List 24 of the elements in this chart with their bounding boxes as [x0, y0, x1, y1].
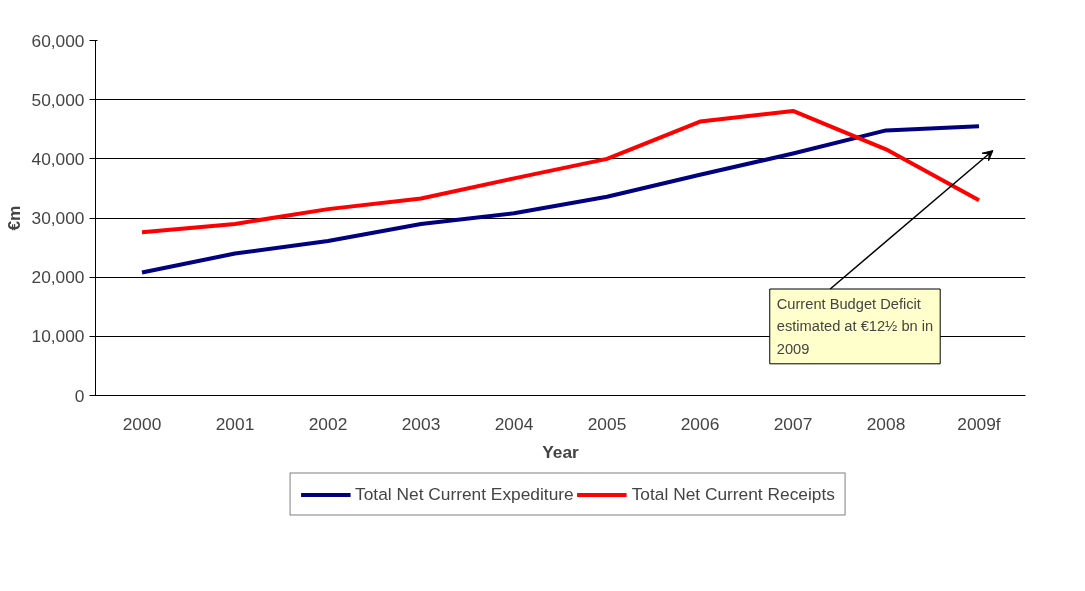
x-tick-label: 2006: [680, 413, 720, 434]
x-tick-label: 2004: [494, 413, 534, 434]
x-tick-label: 2009f: [957, 413, 1001, 434]
x-tick-label: 2003: [401, 413, 441, 434]
line-series: [140, 108, 981, 235]
x-tick-label: 2000: [122, 413, 162, 434]
y-tick-label: 50,000: [31, 89, 85, 110]
x-tick-label: 2007: [773, 413, 813, 434]
legend-label: Total Net Current Expediture: [355, 483, 574, 505]
y-axis-title: €m: [3, 205, 24, 231]
annotation: Current Budget Deficit estimated at €12½ bn in 2009: [776, 296, 934, 357]
x-tick-label: 2002: [308, 413, 348, 434]
x-axis-title: Year: [542, 441, 580, 462]
x-tick-label: 2001: [215, 413, 255, 434]
legend-label: Total Net Current Receipts: [631, 483, 835, 505]
y-tick-label: 10,000: [31, 326, 85, 347]
y-tick-label: 0: [74, 385, 85, 406]
line-series: [140, 124, 981, 275]
y-tick-label: 60,000: [31, 30, 85, 51]
y-tick-label: 40,000: [31, 148, 85, 169]
x-tick-label: 2005: [587, 413, 627, 434]
y-tick-label: 30,000: [31, 208, 85, 228]
y-tick-label: 20,000: [31, 267, 85, 288]
x-tick-label: 2008: [866, 413, 906, 434]
